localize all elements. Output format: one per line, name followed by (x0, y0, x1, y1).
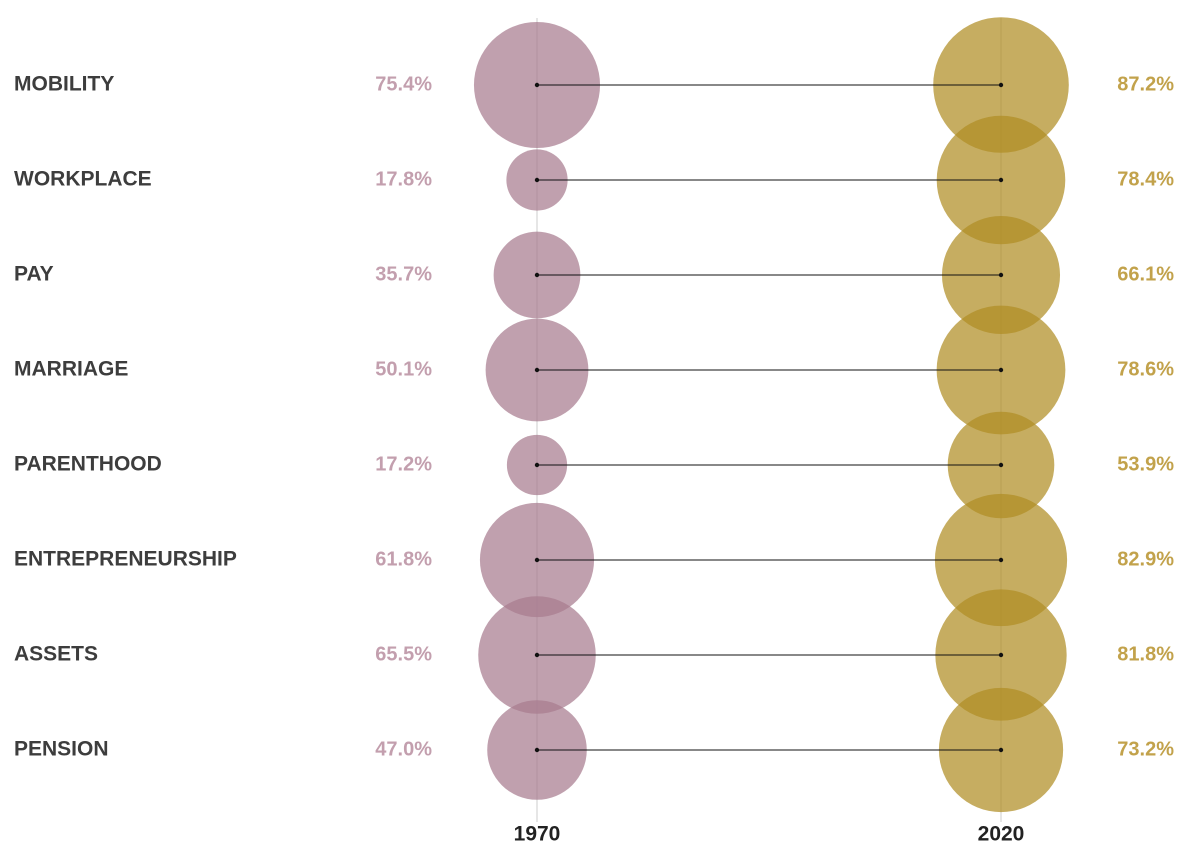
connector-dot (998, 557, 1004, 563)
connector-dot (998, 652, 1004, 658)
connector-dot (534, 557, 540, 563)
category-label: MARRIAGE (14, 358, 128, 381)
connector-dot (998, 367, 1004, 373)
value-label: 53.9% (1117, 453, 1174, 475)
connector-dot (534, 177, 540, 183)
year-label: 1970 (514, 823, 561, 846)
value-label: 78.4% (1117, 168, 1174, 190)
value-label: 73.2% (1117, 738, 1174, 760)
connector-dot (998, 82, 1004, 88)
value-label: 66.1% (1117, 263, 1174, 285)
value-label: 61.8% (375, 548, 432, 570)
connector-dot (534, 652, 540, 658)
connector-dot (534, 747, 540, 753)
connector-dot (534, 272, 540, 278)
value-label: 81.8% (1117, 643, 1174, 665)
category-label: PAY (14, 263, 54, 286)
category-label: PARENTHOOD (14, 453, 162, 476)
value-label: 17.2% (375, 453, 432, 475)
category-label: ENTREPRENEURSHIP (14, 548, 237, 571)
category-label: WORKPLACE (14, 168, 152, 191)
value-label: 87.2% (1117, 73, 1174, 95)
value-label: 82.9% (1117, 548, 1174, 570)
value-label: 75.4% (375, 73, 432, 95)
value-label: 47.0% (375, 738, 432, 760)
connector-dot (998, 177, 1004, 183)
connector-dot (998, 747, 1004, 753)
connector-dot (534, 82, 540, 88)
connector-dot (998, 462, 1004, 468)
bubbles (473, 17, 1069, 813)
value-label: 50.1% (375, 358, 432, 380)
category-label: ASSETS (14, 643, 98, 666)
connector-dot (534, 367, 540, 373)
connector-dot (534, 462, 540, 468)
category-label: PENSION (14, 738, 109, 761)
year-label: 2020 (978, 823, 1025, 846)
value-label: 78.6% (1117, 358, 1174, 380)
value-label: 17.8% (375, 168, 432, 190)
category-label: MOBILITY (14, 73, 114, 96)
value-label: 35.7% (375, 263, 432, 285)
connector-dot (998, 272, 1004, 278)
value-label: 65.5% (375, 643, 432, 665)
